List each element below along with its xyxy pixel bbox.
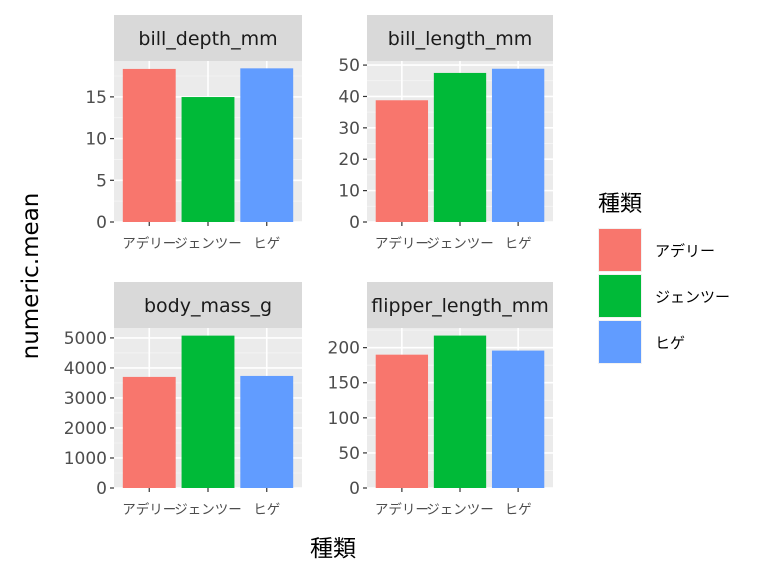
y-tick-label: 10 [85,130,107,150]
legend-title: 種類 [598,192,642,217]
x-tick-label: アデリー [122,235,176,252]
x-tick-label: ジェンツー [174,236,242,252]
y-tick-label: 1000 [64,449,107,469]
legend-label: ヒゲ [655,334,685,352]
y-tick-label: 4000 [64,359,107,379]
x-tick-label: ヒゲ [505,502,532,518]
legend-entry: ジェンツー [598,274,730,318]
y-tick-label: 15 [85,88,107,108]
y-tick-label: 100 [328,409,360,429]
facet-strip [114,15,302,61]
y-tick-label: 0 [349,479,360,499]
x-tick-label: アデリー [375,501,429,518]
x-axis-title: 種類 [310,536,356,562]
facet-strip-label: body_mass_g [144,295,272,317]
legend-swatch [599,321,641,363]
facet-strip-label: bill_length_mm [388,28,532,50]
y-tick-label: 10 [338,182,360,202]
legend-label: アデリー [655,242,715,260]
bar-bill_length_mm-0 [375,100,429,222]
x-tick-label: ジェンツー [426,236,494,252]
bar-body_mass_g-1 [181,335,235,488]
bar-flipper_length_mm-1 [433,335,487,488]
facet-strip-label: flipper_length_mm [371,295,548,317]
bar-bill_length_mm-2 [491,68,545,222]
bar-bill_depth_mm-1 [181,97,235,222]
bar-bill_depth_mm-2 [240,68,294,222]
facet-strip-label: bill_depth_mm [138,28,277,50]
facet-strip [367,282,553,328]
panel-body_mass_g: body_mass_g 0 1000 2000 3000 4000 5000 アデリージェンツ… [64,282,302,518]
y-tick-label: 3000 [64,389,107,409]
y-tick-label: 150 [328,374,360,394]
y-tick-label: 2000 [64,419,107,439]
x-tick-label: アデリー [122,501,176,518]
y-tick-label: 5 [96,171,107,191]
legend-swatch [599,229,641,271]
x-tick-label: ヒゲ [253,502,280,518]
legend-swatch [599,275,641,317]
y-tick-label: 50 [338,444,360,464]
facet-strip [114,282,302,328]
y-tick-label: 200 [328,339,360,359]
y-tick-label: 0 [96,213,107,233]
legend-label: ジェンツー [655,288,730,306]
bar-flipper_length_mm-0 [375,354,429,488]
x-tick-label: ヒゲ [253,236,280,252]
bar-bill_depth_mm-0 [122,68,176,223]
legend-entry: アデリー [598,228,715,272]
legend-entry: ヒゲ [598,320,685,364]
y-tick-label: 40 [338,87,360,107]
x-tick-label: ジェンツー [426,502,494,518]
bar-flipper_length_mm-2 [491,350,545,488]
y-tick-label: 50 [338,56,360,76]
bar-body_mass_g-0 [122,376,176,488]
x-tick-label: アデリー [375,235,429,252]
y-tick-label: 5000 [64,329,107,349]
facet-strip [367,15,553,61]
y-tick-label: 0 [349,213,360,233]
bar-bill_length_mm-1 [433,72,487,222]
y-axis-title: numeric.mean [18,193,44,360]
y-tick-label: 0 [96,479,107,499]
y-tick-label: 30 [338,119,360,139]
x-tick-label: ジェンツー [174,502,242,518]
x-tick-label: ヒゲ [505,236,532,252]
bar-body_mass_g-2 [240,375,294,488]
y-tick-label: 20 [338,150,360,170]
